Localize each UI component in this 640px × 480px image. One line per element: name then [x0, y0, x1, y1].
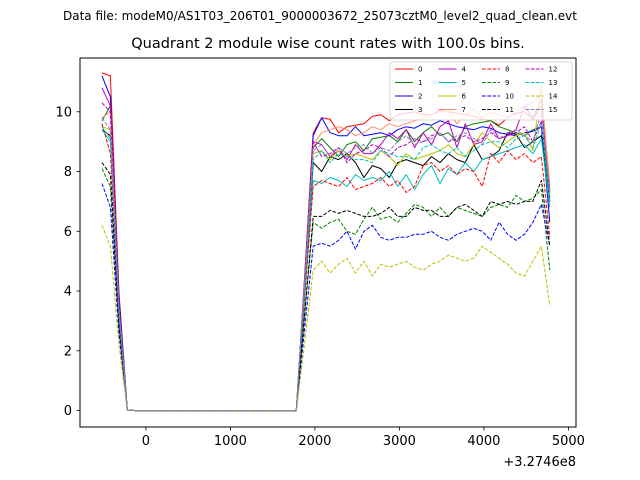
legend-entry-7: 7	[438, 106, 466, 114]
series-line-12	[101, 102, 551, 412]
legend-entry-9: 9	[482, 79, 509, 87]
legend-label: 1	[418, 79, 422, 87]
legend-label: 10	[505, 93, 514, 101]
axes-layer: 0 1000 2000 3000 4000 5000 0 2 4 6 8 10	[55, 105, 584, 449]
y-tick-label: 6	[64, 225, 72, 240]
legend-box	[389, 61, 573, 121]
y-tick: 4	[64, 285, 80, 300]
legend-entry-0: 0	[395, 66, 422, 74]
legend-entry-13: 13	[525, 79, 558, 87]
x-tick: 0	[142, 427, 150, 449]
legend-label: 15	[549, 106, 558, 114]
legend-label: 8	[505, 66, 509, 74]
legend-label: 13	[549, 79, 558, 87]
x-tick-label: 5000	[552, 434, 585, 449]
y-tick-label: 10	[55, 105, 72, 120]
legend-label: 12	[549, 66, 558, 74]
y-tick: 2	[64, 344, 80, 359]
x-tick-label: 0	[142, 434, 150, 449]
legend-label: 14	[549, 93, 558, 101]
x-tick: 3000	[383, 427, 416, 449]
legend-entry-5: 5	[438, 79, 466, 87]
x-axis-offset-label: +3.2746e8	[503, 455, 576, 470]
x-tick: 5000	[552, 427, 585, 449]
legend-entry-3: 3	[395, 106, 422, 114]
series-layer	[101, 72, 551, 412]
legend-entry-15: 15	[525, 106, 558, 114]
y-tick: 8	[64, 165, 80, 180]
x-tick: 4000	[467, 427, 500, 449]
x-tick: 2000	[298, 427, 331, 449]
y-tick-label: 2	[64, 344, 72, 359]
legend-entry-12: 12	[525, 66, 558, 74]
y-tick-label: 0	[64, 404, 72, 419]
legend-label: 11	[505, 106, 514, 114]
legend-label: 0	[418, 66, 422, 74]
legend-label: 3	[418, 106, 422, 114]
legend-entry-14: 14	[525, 93, 558, 101]
figure-suptitle: Data file: modeM0/AS1T03_206T01_90000036…	[63, 9, 577, 23]
x-tick-label: 3000	[383, 434, 416, 449]
x-tick-label: 1000	[214, 434, 247, 449]
legend-label: 7	[462, 106, 466, 114]
chart-title: Quadrant 2 module wise count rates with …	[131, 36, 525, 52]
x-tick: 1000	[214, 427, 247, 449]
y-tick: 6	[64, 225, 80, 240]
x-tick-label: 2000	[298, 434, 331, 449]
legend-entry-11: 11	[482, 106, 514, 114]
legend-label: 5	[462, 79, 466, 87]
y-tick: 0	[64, 404, 80, 419]
legend-label: 2	[418, 93, 422, 101]
legend-entry-10: 10	[482, 93, 514, 101]
plot-frame	[79, 57, 577, 428]
y-tick-label: 8	[64, 165, 72, 180]
series-line-15	[101, 111, 551, 412]
y-tick-label: 4	[64, 285, 72, 300]
legend-label: 6	[462, 93, 467, 101]
legend-label: 4	[462, 66, 467, 74]
y-tick: 10	[55, 105, 80, 120]
legend-entry-2: 2	[395, 93, 422, 101]
x-tick-label: 4000	[467, 434, 500, 449]
legend-entry-6: 6	[438, 93, 467, 101]
legend-entry-1: 1	[395, 79, 422, 87]
legend-label: 9	[505, 79, 509, 87]
legend-entry-8: 8	[482, 66, 509, 74]
legend-entry-4: 4	[438, 66, 467, 74]
